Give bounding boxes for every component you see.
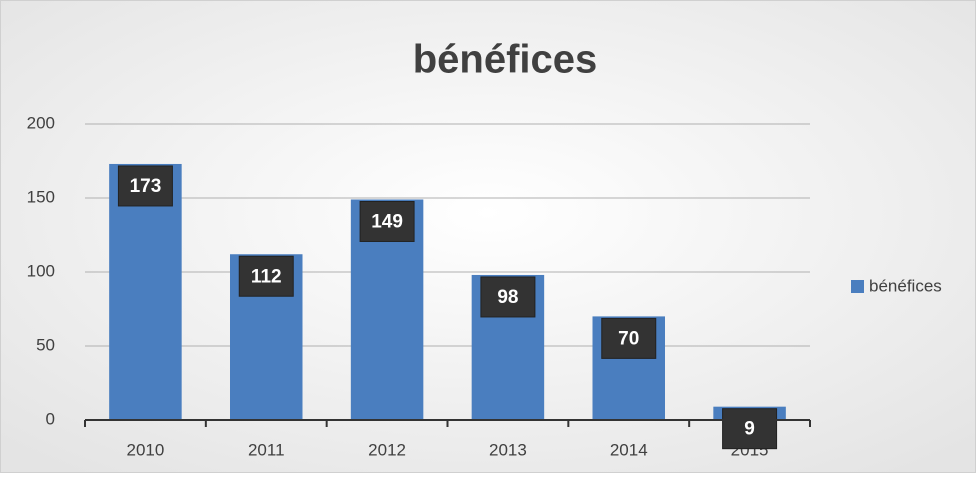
legend-label: bénéfices xyxy=(869,276,942,295)
data-label: 70 xyxy=(618,328,639,349)
y-tick-label: 100 xyxy=(27,261,55,280)
bar xyxy=(109,163,182,420)
data-label: 112 xyxy=(251,266,282,287)
y-tick-label: 50 xyxy=(36,335,55,354)
data-label: 173 xyxy=(130,176,162,197)
y-tick-label: 0 xyxy=(46,409,55,428)
x-tick-label: 2010 xyxy=(127,440,165,459)
y-tick-label: 200 xyxy=(27,113,55,132)
data-label: 149 xyxy=(371,211,403,232)
data-label-box xyxy=(117,165,173,207)
chart-title: bénéfices xyxy=(413,38,598,82)
data-label-box xyxy=(480,276,536,318)
data-label: 98 xyxy=(497,287,518,308)
x-tick-label: 2014 xyxy=(610,440,648,459)
data-label-box xyxy=(238,255,294,297)
x-tick-label: 2012 xyxy=(368,440,406,459)
x-tick-label: 2013 xyxy=(489,440,527,459)
data-label-box xyxy=(601,317,657,359)
data-label-box xyxy=(722,408,778,450)
x-tick-label: 2011 xyxy=(248,440,285,459)
y-tick-label: 150 xyxy=(27,187,55,206)
data-label: 9 xyxy=(744,419,755,440)
data-label-box xyxy=(359,200,415,242)
legend-swatch xyxy=(851,280,864,293)
